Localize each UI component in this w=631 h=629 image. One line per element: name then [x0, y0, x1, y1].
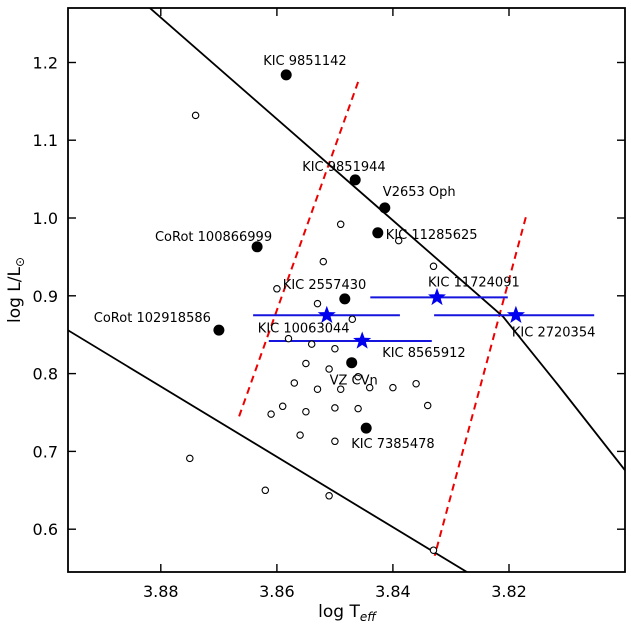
filled-circle-point — [251, 241, 263, 253]
point-label: CoRot 100866999 — [155, 230, 272, 245]
open-circle-point — [290, 379, 299, 387]
filled-circle-point — [349, 174, 361, 186]
point-label: KIC 2557430 — [283, 278, 366, 293]
open-circle-point — [325, 365, 333, 373]
evolutionary-track-line — [68, 329, 469, 572]
point-label: V2653 Oph — [383, 185, 456, 200]
axes-layer: 3.88 3.86 3.84 3.82 1.2 1.1 1.0 0.9 0.8 0.7 0.6 log… — [5, 8, 625, 624]
open-circle-point — [354, 372, 362, 381]
point-label: KIC 11724091 — [428, 275, 520, 290]
open-circle-point — [365, 383, 374, 392]
point-label: CoRot 102918586 — [94, 311, 211, 326]
open-circle-point — [423, 401, 432, 410]
point-label: KIC 2720354 — [512, 325, 595, 340]
open-circle-point — [307, 340, 316, 348]
open-circle-point — [331, 404, 339, 412]
open-circle-point — [186, 454, 194, 463]
plot-frame — [67, 7, 626, 573]
star-marker — [428, 287, 446, 306]
filled-circle-point — [360, 422, 372, 434]
evolutionary-track-line — [148, 8, 625, 472]
point-label: KIC 9851142 — [263, 54, 346, 69]
open-circle-point — [302, 407, 310, 416]
filled-circle-point — [280, 69, 292, 81]
filled-circle-point — [213, 324, 225, 336]
point-label: VZ CVn — [330, 374, 378, 389]
open-circle-point — [273, 285, 281, 293]
open-circle-point — [394, 236, 403, 245]
x-axis-label: log Teff — [318, 602, 377, 624]
x-tick-label: 3.84 — [375, 582, 411, 601]
y-tick-label: 0.9 — [33, 287, 58, 306]
y-tick-label: 1.0 — [33, 209, 58, 228]
point-label: KIC 10063044 — [258, 321, 350, 336]
y-tick-label: 0.6 — [33, 520, 58, 539]
x-tick-label: 3.88 — [143, 582, 179, 601]
open-circle-point — [313, 385, 322, 393]
open-circle-point — [331, 437, 339, 446]
open-circle-point — [336, 220, 345, 229]
x-tick-label: 3.86 — [259, 582, 295, 601]
open-circle-point — [296, 431, 304, 439]
filled-circle-point — [379, 202, 391, 214]
open-circle-point — [336, 385, 345, 393]
data-layer — [68, 8, 625, 572]
open-circle-point — [313, 299, 322, 308]
y-tick-label: 0.7 — [33, 442, 58, 461]
x-tick-label: 3.82 — [491, 582, 527, 601]
open-circle-point — [412, 379, 420, 388]
open-circle-point — [319, 257, 328, 266]
point-label: KIC 9851944 — [302, 160, 385, 175]
y-axis-label: log L/L⊙ — [5, 257, 27, 323]
star-marker — [506, 305, 525, 323]
open-circle-point — [354, 404, 362, 413]
point-label: KIC 11285625 — [386, 228, 478, 243]
open-circle-point — [302, 359, 310, 368]
annotation-layer: KIC 9851142 KIC 9851944 V2653 Oph KIC 11285… — [94, 54, 596, 452]
open-circle-point — [325, 492, 333, 500]
open-circle-point — [267, 410, 275, 418]
y-tick-label: 0.8 — [33, 365, 58, 384]
y-tick-label: 1.1 — [33, 131, 58, 150]
open-circle-point — [429, 546, 438, 554]
filled-circle-point — [346, 357, 358, 369]
open-circle-point — [191, 111, 200, 120]
point-label: KIC 8565912 — [382, 346, 465, 361]
open-circle-point — [331, 344, 339, 353]
open-circle-point — [278, 402, 287, 411]
y-tick-label: 1.2 — [33, 54, 58, 73]
open-circle-point — [348, 315, 357, 323]
filled-circle-point — [339, 293, 351, 305]
open-circle-point — [389, 383, 397, 392]
star-marker — [353, 331, 372, 349]
open-circle-point — [284, 334, 293, 343]
instability-strip-edge-line — [433, 217, 527, 556]
point-label: KIC 7385478 — [351, 437, 434, 452]
star-marker — [317, 305, 336, 323]
filled-circle-point — [372, 227, 384, 239]
open-circle-point — [429, 262, 438, 271]
open-circle-point — [261, 486, 270, 495]
